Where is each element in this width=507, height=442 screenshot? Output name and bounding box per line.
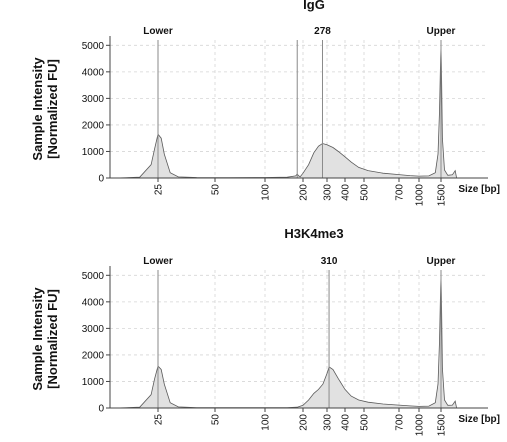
panel-1-x-tick-25: 25 xyxy=(154,184,165,196)
panel-1-x-tick-400: 400 xyxy=(341,184,352,201)
panel-1-x-tick-200: 200 xyxy=(299,184,310,201)
panel-2-x-tick-25: 25 xyxy=(154,414,165,426)
panel-2-x-tick-400: 400 xyxy=(341,414,352,431)
panel-2-x-tick-200: 200 xyxy=(299,414,310,431)
panel-1-peak-label-upper: Upper xyxy=(427,26,456,37)
panel-2-x-tick-300: 300 xyxy=(323,414,334,431)
panel-1-y-tick-4000: 4000 xyxy=(82,67,105,78)
panel-1-y-tick-5000: 5000 xyxy=(82,41,105,52)
panel-1-y-tick-0: 0 xyxy=(98,174,104,185)
panel-2-peak-label-lower: Lower xyxy=(143,256,173,267)
panel-1-x-tick-700: 700 xyxy=(395,184,406,201)
panel-1-x-tick-50: 50 xyxy=(211,184,222,196)
panel-1-x-tick-500: 500 xyxy=(360,184,371,201)
panel-2-y-tick-0: 0 xyxy=(98,404,104,415)
panel-2-y-axis-label: Sample Intensity[Normalized FU] xyxy=(30,287,60,391)
panel-2-x-tick-50: 50 xyxy=(211,414,222,426)
panel-1-y-axis-label: Sample Intensity[Normalized FU] xyxy=(30,57,60,161)
panel-2-title: H3K4me3 xyxy=(284,226,343,241)
panel-2-peak-label-upper: Upper xyxy=(427,256,456,267)
panel-2-y-tick-5000: 5000 xyxy=(82,271,105,282)
panel-1-x-tick-100: 100 xyxy=(261,184,272,201)
panel-1-x-tick-1000: 1000 xyxy=(415,184,426,207)
panel-2-trace-area xyxy=(115,275,458,409)
panel-1-y-tick-3000: 3000 xyxy=(82,94,105,105)
panel-1-y-tick-1000: 1000 xyxy=(82,147,105,158)
panel-1-x-axis-label: Size [bp] xyxy=(458,184,500,195)
panel-1-x-tick-1500: 1500 xyxy=(437,184,448,207)
panel-2-x-tick-1000: 1000 xyxy=(415,414,426,437)
panel-1-peak-label-278: 278 xyxy=(314,26,331,37)
panel-1-x-tick-300: 300 xyxy=(323,184,334,201)
panel-2-y-tick-3000: 3000 xyxy=(82,324,105,335)
panel-2-x-axis-label: Size [bp] xyxy=(458,414,500,425)
panel-1-trace-area xyxy=(115,45,458,179)
panel-2-y-tick-2000: 2000 xyxy=(82,350,105,361)
panel-2-y-tick-4000: 4000 xyxy=(82,297,105,308)
panel-1-peak-label-lower: Lower xyxy=(143,26,173,37)
panel-1-title: IgG xyxy=(303,0,325,12)
panel-2-peak-label-310: 310 xyxy=(321,256,338,267)
panel-2-x-tick-500: 500 xyxy=(360,414,371,431)
panel-2-x-tick-1500: 1500 xyxy=(437,414,448,437)
panel-1-y-tick-2000: 2000 xyxy=(82,120,105,131)
panel-2-y-tick-1000: 1000 xyxy=(82,377,105,388)
panel-2-x-tick-100: 100 xyxy=(261,414,272,431)
panel-2-x-tick-700: 700 xyxy=(395,414,406,431)
